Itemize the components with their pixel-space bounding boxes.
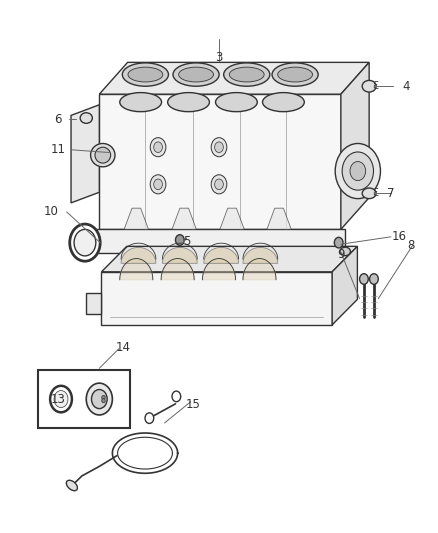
Text: 5: 5 (183, 235, 190, 247)
Ellipse shape (224, 63, 270, 86)
Polygon shape (162, 247, 197, 263)
Ellipse shape (362, 80, 376, 92)
Ellipse shape (278, 67, 313, 82)
FancyBboxPatch shape (39, 370, 130, 428)
Polygon shape (172, 208, 196, 229)
Polygon shape (86, 293, 102, 314)
Text: 4: 4 (403, 80, 410, 93)
Ellipse shape (91, 143, 115, 167)
Polygon shape (204, 247, 239, 263)
Circle shape (350, 161, 366, 181)
Polygon shape (161, 259, 194, 280)
Circle shape (172, 391, 181, 402)
Text: 3: 3 (215, 51, 223, 63)
Polygon shape (267, 208, 291, 229)
Ellipse shape (262, 93, 304, 112)
Ellipse shape (215, 93, 257, 112)
Circle shape (70, 224, 100, 261)
Ellipse shape (179, 67, 213, 82)
Circle shape (50, 386, 72, 413)
Text: 16: 16 (392, 230, 407, 243)
Polygon shape (99, 62, 369, 94)
Circle shape (150, 175, 166, 194)
Text: 7: 7 (387, 187, 395, 200)
Ellipse shape (168, 93, 209, 112)
Polygon shape (220, 208, 244, 229)
Circle shape (342, 152, 374, 190)
Text: 14: 14 (116, 341, 131, 353)
Polygon shape (341, 62, 369, 229)
Polygon shape (243, 259, 276, 280)
Ellipse shape (122, 63, 169, 86)
Polygon shape (99, 94, 341, 229)
Circle shape (102, 395, 105, 400)
Circle shape (370, 274, 378, 284)
Ellipse shape (95, 147, 111, 163)
Text: 10: 10 (44, 205, 59, 219)
Circle shape (154, 179, 162, 190)
Text: Ɛ: Ɛ (373, 81, 379, 91)
Text: Ɛ: Ɛ (372, 188, 378, 198)
Circle shape (360, 274, 368, 284)
Polygon shape (71, 105, 99, 203)
Circle shape (215, 179, 223, 190)
Circle shape (211, 138, 227, 157)
Text: 8: 8 (407, 239, 414, 252)
Circle shape (92, 390, 107, 409)
Circle shape (335, 143, 381, 199)
Polygon shape (243, 247, 278, 263)
Text: 11: 11 (50, 143, 65, 156)
Ellipse shape (120, 93, 162, 112)
Circle shape (74, 229, 96, 256)
Polygon shape (202, 259, 236, 280)
Polygon shape (121, 247, 156, 263)
Polygon shape (102, 246, 357, 272)
Ellipse shape (66, 480, 78, 491)
Polygon shape (102, 272, 332, 325)
Text: 9: 9 (337, 248, 345, 261)
Circle shape (54, 391, 68, 408)
Circle shape (86, 383, 113, 415)
Ellipse shape (340, 247, 350, 256)
Circle shape (176, 235, 184, 245)
Ellipse shape (272, 63, 318, 86)
Polygon shape (95, 229, 345, 253)
Ellipse shape (362, 188, 376, 199)
Circle shape (211, 175, 227, 194)
Circle shape (145, 413, 154, 423)
Circle shape (154, 142, 162, 152)
Circle shape (334, 237, 343, 248)
Ellipse shape (80, 113, 92, 123)
Circle shape (102, 399, 105, 403)
Text: 13: 13 (50, 393, 65, 406)
Polygon shape (124, 208, 148, 229)
Text: 15: 15 (185, 398, 200, 411)
Text: 6: 6 (54, 112, 62, 126)
Polygon shape (332, 246, 357, 325)
Circle shape (150, 138, 166, 157)
Ellipse shape (230, 67, 264, 82)
Circle shape (215, 142, 223, 152)
Polygon shape (120, 259, 153, 280)
Ellipse shape (128, 67, 163, 82)
Ellipse shape (173, 63, 219, 86)
